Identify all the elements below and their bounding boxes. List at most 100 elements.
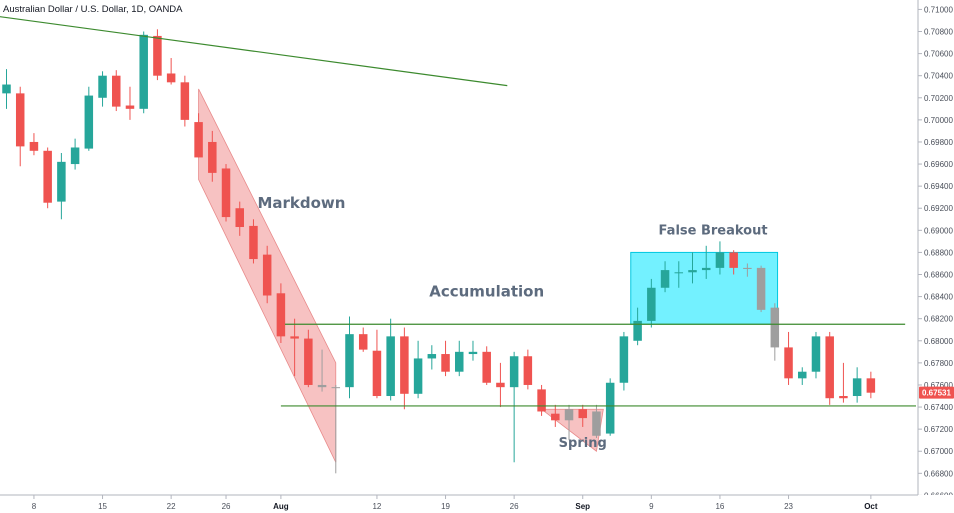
chart-title: Australian Dollar / U.S. Dollar, 1D, OAN… [3, 4, 183, 15]
candle [852, 367, 862, 403]
drawing-lines [0, 16, 916, 407]
candle-body [756, 267, 766, 310]
candle [153, 29, 162, 81]
price-tick-label: 0.67000 [924, 447, 953, 456]
candle-body [798, 371, 807, 379]
time-tick-label: 22 [167, 502, 176, 511]
price-tick-label: 0.67400 [924, 403, 953, 412]
candle-body [70, 147, 80, 165]
annotation-false-breakout: False Breakout [659, 224, 768, 239]
annotation-markdown: Markdown [257, 194, 345, 212]
candle-body [43, 150, 52, 203]
candle [262, 245, 272, 304]
time-tick-label: Oct [864, 502, 878, 511]
candle [15, 86, 25, 167]
candle-body [125, 105, 135, 109]
time-tick-label: 9 [649, 502, 654, 511]
annotation-labels: Markdown Accumulation False Breakout Spring [257, 194, 767, 451]
candle-body [139, 34, 148, 109]
candle [125, 86, 135, 120]
candle-body [660, 270, 670, 288]
candle-body [523, 356, 533, 385]
price-tick-label: 0.68200 [924, 315, 953, 324]
price-tick-label: 0.70600 [924, 50, 953, 59]
candle [84, 86, 94, 151]
candle [592, 404, 601, 438]
time-tick-label: 26 [222, 502, 231, 511]
price-tick-label: 0.71000 [924, 5, 953, 14]
descending-trendline [0, 16, 508, 87]
candle [660, 261, 670, 293]
candle-body [852, 378, 862, 397]
price-tick-label: 0.69000 [924, 226, 953, 235]
candle-body [701, 267, 711, 271]
candle [496, 362, 505, 408]
last-price-value: 0.67531 [922, 389, 951, 398]
price-tick-label: 0.69400 [924, 182, 953, 191]
candle-body [400, 336, 409, 394]
candle-body [551, 413, 560, 421]
price-tick-label: 0.70800 [924, 28, 953, 37]
candle [29, 133, 39, 156]
candle [770, 303, 780, 361]
time-scale-background [0, 495, 954, 513]
candle-body [221, 168, 231, 218]
candle [372, 329, 382, 399]
candle [578, 404, 587, 427]
candle-body [468, 351, 478, 355]
time-tick-label: 23 [784, 502, 793, 511]
candle [688, 252, 697, 284]
candle [633, 307, 642, 346]
candle-body [194, 122, 203, 158]
candle-body [208, 141, 217, 173]
candle-body [98, 75, 107, 98]
candle-body [427, 354, 437, 359]
price-tick-label: 0.67200 [924, 425, 953, 434]
candle-body [647, 287, 656, 321]
candle-body [2, 84, 11, 94]
candle [455, 340, 464, 377]
price-tick-label: 0.67800 [924, 359, 953, 368]
candle [166, 58, 176, 85]
candle [866, 371, 876, 399]
candle [523, 349, 533, 390]
candle [825, 331, 834, 405]
annotation-spring: Spring [559, 436, 607, 451]
candle-body [564, 409, 574, 421]
candle-body [605, 382, 615, 434]
candle [647, 278, 656, 328]
candle [701, 245, 711, 279]
time-tick-label: Sep [575, 502, 590, 511]
candle-body [84, 95, 94, 149]
candle-body [112, 75, 121, 107]
candle [221, 164, 231, 222]
candle [784, 331, 793, 385]
price-tick-label: 0.68400 [924, 293, 953, 302]
candlesticks [2, 29, 876, 474]
candle [194, 113, 203, 158]
candle [112, 70, 121, 112]
candle [811, 331, 821, 379]
candle-body [619, 336, 629, 383]
time-tick-label: 26 [510, 502, 519, 511]
candle [509, 351, 519, 463]
candle-body [249, 225, 258, 260]
time-tick-label: 16 [715, 502, 724, 511]
candle [70, 138, 80, 170]
candle-body [331, 387, 341, 389]
price-tick-label: 0.70200 [924, 94, 953, 103]
candle [276, 283, 286, 343]
candle-body [290, 336, 299, 339]
candle [427, 345, 437, 370]
candle-body [57, 161, 66, 202]
candle [482, 346, 491, 385]
candle [674, 261, 684, 288]
last-price-tag: 0.67531 [919, 386, 954, 399]
candle-body [235, 208, 244, 228]
price-scale[interactable]: 0.71000 0.70800 0.70600 0.70400 0.70200 0.700… [918, 5, 953, 500]
time-scale[interactable]: 8 15 22 26 Aug 12 19 26 Sep 9 16 23 Oct [32, 495, 878, 511]
candle [317, 349, 327, 392]
candle [605, 378, 615, 436]
price-tick-label: 0.69800 [924, 138, 953, 147]
